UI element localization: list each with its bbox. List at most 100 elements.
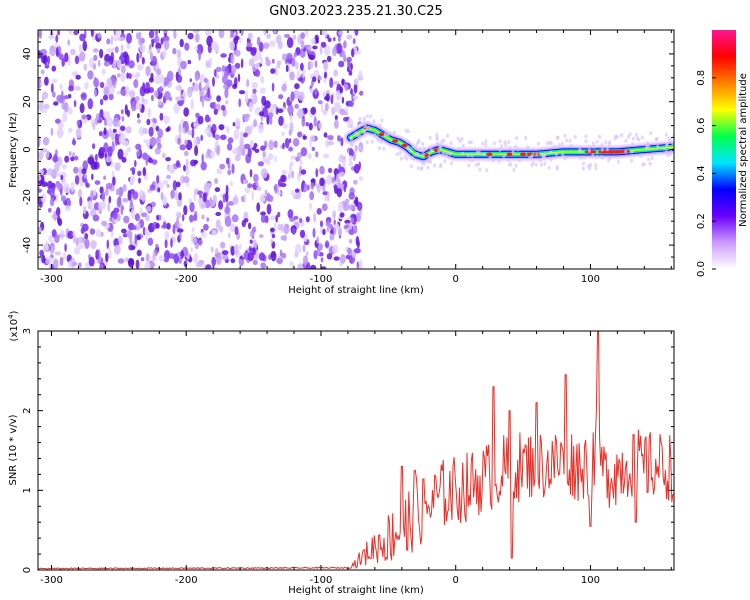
noise-blob <box>62 251 66 261</box>
noise-blob <box>64 155 70 163</box>
noise-blob <box>60 188 63 196</box>
noise-blob <box>314 89 318 96</box>
noise-blob <box>48 34 55 40</box>
signal-halo <box>535 152 539 157</box>
noise-blob <box>251 93 255 99</box>
noise-blob <box>90 189 94 201</box>
signal-halo <box>484 143 488 147</box>
noise-blob <box>178 232 182 239</box>
noise-blob <box>237 73 241 83</box>
noise-blob <box>348 100 354 107</box>
signal-halo <box>487 157 491 162</box>
noise-blob <box>281 83 287 92</box>
noise-blob <box>232 196 239 205</box>
noise-blob <box>87 70 94 80</box>
noise-blob <box>183 205 188 216</box>
noise-blob <box>41 96 45 104</box>
signal-halo <box>411 156 415 160</box>
signal-halo <box>383 132 387 137</box>
noise-blob <box>209 57 212 66</box>
noise-blob <box>320 266 327 269</box>
noise-blob <box>143 139 148 144</box>
noise-blob <box>140 257 145 262</box>
noise-blob <box>271 82 275 92</box>
signal-halo <box>534 162 538 167</box>
noise-blob <box>241 147 246 157</box>
noise-blob <box>120 89 127 96</box>
noise-blob <box>225 100 229 105</box>
noise-blob <box>72 137 76 146</box>
signal-halo <box>556 135 560 140</box>
noise-blob <box>115 30 121 37</box>
noise-blob <box>249 239 253 244</box>
noise-blob <box>297 131 303 138</box>
noise-blob <box>318 75 322 80</box>
signal-hotspot <box>401 143 408 148</box>
signal-halo <box>354 131 358 136</box>
figure-title: GN03.2023.235.21.30.C25 <box>269 4 443 19</box>
noise-blob <box>264 100 271 109</box>
signal-halo <box>467 163 471 168</box>
noise-blob <box>121 116 125 122</box>
noise-blob <box>319 45 323 56</box>
noise-blob <box>82 237 85 244</box>
noise-blob <box>136 234 141 241</box>
x-tick-label: -100 <box>310 274 333 285</box>
noise-blob <box>150 72 154 81</box>
noise-blob <box>226 202 229 213</box>
noise-blob <box>74 55 80 65</box>
noise-blob <box>356 201 363 211</box>
noise-blob <box>139 191 142 197</box>
noise-blob <box>211 256 216 267</box>
noise-blob <box>319 177 325 187</box>
signal-halo <box>645 146 648 151</box>
noise-blob <box>222 193 226 203</box>
noise-blob <box>291 170 294 179</box>
noise-blob <box>206 217 210 222</box>
noise-blob <box>87 200 93 209</box>
noise-blob <box>299 165 302 177</box>
noise-blob <box>309 264 317 269</box>
signal-halo <box>422 152 426 157</box>
noise-blob <box>128 73 132 79</box>
noise-blob <box>332 244 339 254</box>
noise-blob <box>260 214 266 223</box>
noise-blob <box>224 216 232 227</box>
noise-blob <box>149 52 154 61</box>
noise-blob <box>316 236 320 244</box>
noise-blob <box>39 249 45 257</box>
noise-blob <box>310 37 316 45</box>
noise-blob <box>61 163 67 170</box>
noise-blob <box>92 143 96 150</box>
noise-blob <box>224 191 229 203</box>
top-y-axis-label: Frequency (Hz) <box>8 112 19 188</box>
noise-blob <box>274 183 278 194</box>
noise-blob <box>243 132 248 138</box>
noise-blob <box>350 217 354 224</box>
noise-blob <box>336 42 343 54</box>
noise-blob <box>169 253 175 259</box>
signal-halo <box>573 135 577 139</box>
signal-halo <box>450 161 453 166</box>
noise-blob <box>307 61 314 70</box>
noise-blob <box>61 57 65 67</box>
signal-track <box>343 114 674 173</box>
noise-blob <box>134 233 138 245</box>
noise-blob <box>38 226 42 233</box>
noise-blob <box>249 139 255 148</box>
signal-halo <box>642 162 646 167</box>
signal-halo <box>543 161 547 166</box>
signal-halo <box>595 139 599 144</box>
noise-blob <box>92 122 96 131</box>
noise-blob <box>232 83 238 90</box>
noise-blob <box>248 222 252 230</box>
noise-blob <box>337 201 344 213</box>
bottom-x-axis: -300 -200 -100 0 100 <box>40 331 672 586</box>
noise-blob <box>255 180 259 187</box>
noise-blob <box>246 78 250 88</box>
noise-blob <box>149 136 157 147</box>
signal-halo <box>420 166 424 170</box>
noise-blob <box>346 66 350 73</box>
y-tick-label: 20 <box>22 95 33 108</box>
noise-blob <box>323 30 328 38</box>
